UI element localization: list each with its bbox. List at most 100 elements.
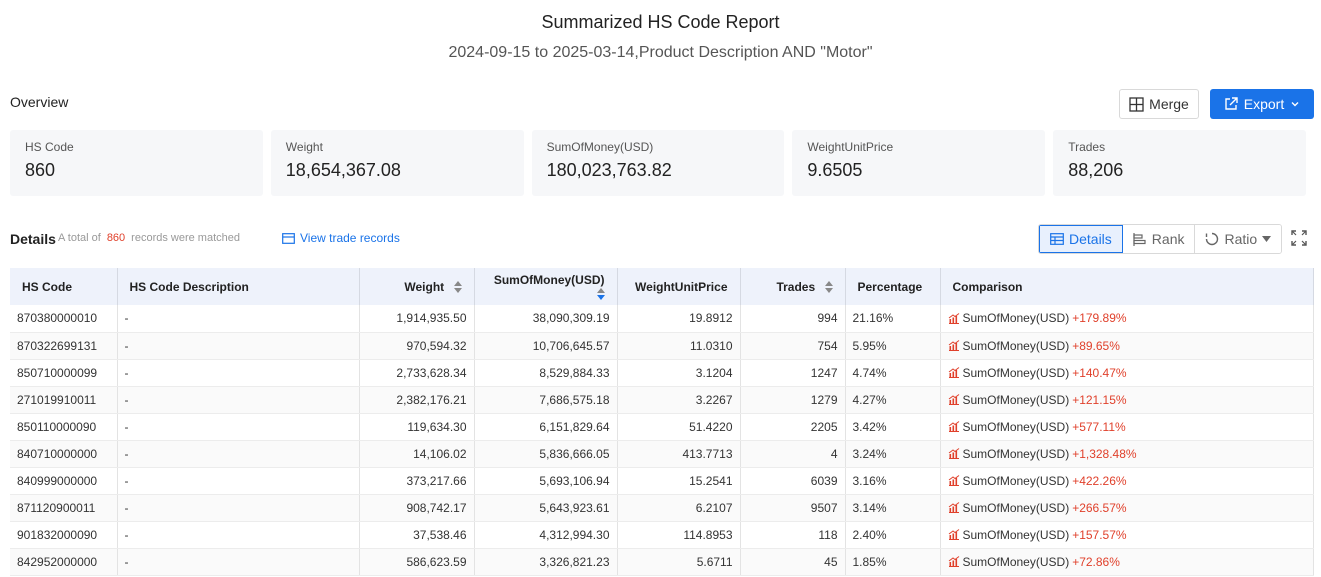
- trend-up-icon: [948, 367, 959, 378]
- cell-hs-code: 871120900011: [10, 494, 118, 522]
- col-header-comparison: Comparison: [940, 268, 1314, 305]
- cell-weight: 37,538.46: [359, 521, 475, 549]
- trend-up-icon: [948, 448, 959, 459]
- cell-description: -: [117, 467, 360, 495]
- cell-unit-price: 51.4220: [617, 413, 741, 441]
- card-label: HS Code: [25, 140, 74, 154]
- table-row[interactable]: 840999000000-373,217.66 5,693,106.94 15.25…: [10, 467, 1314, 495]
- cell-trades: 1279: [740, 386, 846, 414]
- hs-code-table: HS Code HS Code Description Weight SumOf…: [10, 268, 1314, 576]
- merge-button[interactable]: Merge: [1119, 89, 1199, 119]
- cell-comparison: SumOfMoney(USD) +72.86%: [940, 548, 1314, 576]
- sort-icon[interactable]: [453, 281, 462, 294]
- cell-trades: 2205: [740, 413, 846, 441]
- cell-weight: 2,382,176.21: [359, 386, 475, 414]
- tab-ratio[interactable]: Ratio: [1195, 225, 1282, 253]
- total-prefix: A total of: [58, 232, 101, 244]
- col-header-money-label: SumOfMoney(USD): [493, 272, 605, 287]
- cell-comparison: SumOfMoney(USD) +577.11%: [940, 413, 1314, 441]
- card-label: Weight: [285, 140, 323, 154]
- table-row[interactable]: 870380000010-1,914,935.50 38,090,309.19 19…: [10, 305, 1314, 333]
- fullscreen-icon[interactable]: [1291, 230, 1307, 251]
- cell-sum-of-money: 5,693,106.94: [474, 467, 618, 495]
- details-title: Details: [10, 231, 56, 247]
- export-icon: [1225, 97, 1238, 110]
- cell-description: -: [117, 386, 360, 414]
- card-value: 18,654,367.08: [285, 160, 401, 180]
- table-icon: [1050, 233, 1064, 245]
- report-title: Summarized HS Code Report: [541, 12, 780, 32]
- cell-hs-code: 901832000090: [10, 521, 118, 549]
- sort-icon[interactable]: [824, 281, 833, 294]
- rank-icon: [1133, 232, 1146, 246]
- table-row[interactable]: 901832000090-37,538.46 4,312,994.30 114.89…: [10, 521, 1314, 549]
- comparison-value: +422.26%: [1072, 473, 1127, 488]
- col-header-sum-of-money[interactable]: SumOfMoney(USD): [474, 268, 618, 305]
- tab-rank-label: Rank: [1151, 231, 1185, 247]
- table-row[interactable]: 871120900011-908,742.17 5,643,923.61 6.210…: [10, 494, 1314, 522]
- card-value: 180,023,763.82: [546, 160, 672, 180]
- cell-trades: 4: [740, 440, 846, 468]
- cell-unit-price: 11.0310: [617, 332, 741, 360]
- view-trade-records-link[interactable]: View trade records: [282, 231, 400, 245]
- trend-up-icon: [948, 312, 959, 324]
- cell-trades: 994: [740, 305, 846, 333]
- card-weight: Weight 18,654,367.08: [270, 130, 524, 196]
- tab-ratio-label: Ratio: [1224, 231, 1258, 247]
- cell-sum-of-money: 4,312,994.30: [474, 521, 618, 549]
- cell-weight: 970,594.32: [359, 332, 475, 360]
- cell-weight: 908,742.17: [359, 494, 475, 522]
- cell-trades: 9507: [740, 494, 846, 522]
- cell-trades: 118: [740, 521, 846, 549]
- comparison-value: +266.57%: [1072, 500, 1127, 515]
- cell-comparison: SumOfMoney(USD) +1,328.48%: [940, 440, 1314, 468]
- sort-desc-icon[interactable]: [596, 288, 605, 301]
- card-value: 88,206: [1068, 160, 1124, 180]
- cell-unit-price: 6.2107: [617, 494, 741, 522]
- tab-details[interactable]: Details: [1039, 225, 1123, 253]
- trend-up-icon: [948, 502, 959, 513]
- cell-description: -: [117, 548, 360, 576]
- cell-weight: 2,733,628.34: [359, 359, 475, 387]
- cell-comparison: SumOfMoney(USD) +422.26%: [940, 467, 1314, 495]
- caret-down-icon: [1262, 236, 1272, 242]
- cell-hs-code: 850710000099: [10, 359, 118, 387]
- comparison-label: SumOfMoney(USD): [962, 338, 1070, 353]
- export-button[interactable]: Export: [1210, 89, 1314, 119]
- cell-description: -: [117, 305, 360, 333]
- cell-percentage: 3.24%: [845, 440, 941, 468]
- cell-hs-code: 870380000010: [10, 305, 118, 333]
- table-row[interactable]: 850110000090-119,634.30 6,151,829.64 51.42…: [10, 413, 1314, 441]
- cell-unit-price: 15.2541: [617, 467, 741, 495]
- cell-percentage: 5.95%: [845, 332, 941, 360]
- cell-percentage: 4.27%: [845, 386, 941, 414]
- cell-sum-of-money: 7,686,575.18: [474, 386, 618, 414]
- card-trades: Trades 88,206: [1053, 130, 1306, 196]
- card-label: SumOfMoney(USD): [546, 140, 654, 154]
- cell-sum-of-money: 5,643,923.61: [474, 494, 618, 522]
- comparison-label: SumOfMoney(USD): [962, 473, 1070, 488]
- table-row[interactable]: 870322699131-970,594.32 10,706,645.57 11.0…: [10, 332, 1314, 360]
- table-row[interactable]: 840710000000-14,106.02 5,836,666.05 413.77…: [10, 440, 1314, 468]
- cell-comparison: SumOfMoney(USD) +89.65%: [940, 332, 1314, 360]
- cell-trades: 1247: [740, 359, 846, 387]
- chevron-down-icon: [1291, 102, 1299, 107]
- cell-percentage: 1.85%: [845, 548, 941, 576]
- tab-rank[interactable]: Rank: [1122, 225, 1196, 253]
- cell-description: -: [117, 359, 360, 387]
- ratio-icon: [1206, 232, 1219, 246]
- cell-trades: 45: [740, 548, 846, 576]
- col-header-trades[interactable]: Trades: [740, 268, 846, 305]
- table-row[interactable]: 271019910011-2,382,176.21 7,686,575.18 3.2…: [10, 386, 1314, 414]
- table-row[interactable]: 850710000099-2,733,628.34 8,529,884.33 3.1…: [10, 359, 1314, 387]
- trend-up-icon: [948, 421, 959, 432]
- cell-hs-code: 842952000000: [10, 548, 118, 576]
- card-hs-code: HS Code 860: [10, 130, 263, 196]
- col-header-weight[interactable]: Weight: [359, 268, 475, 305]
- cell-description: -: [117, 413, 360, 441]
- details-toolbar: Details A total of 860 records were matche…: [10, 224, 1310, 254]
- table-row[interactable]: 842952000000-586,623.59 3,326,821.23 5.671…: [10, 548, 1314, 576]
- records-count-text: A total of 860 records were matched: [58, 232, 240, 244]
- cell-unit-price: 3.2267: [617, 386, 741, 414]
- cell-description: -: [117, 440, 360, 468]
